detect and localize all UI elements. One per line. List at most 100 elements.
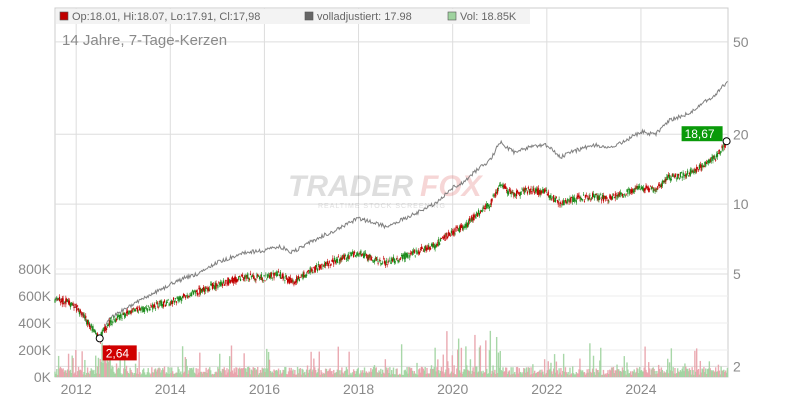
candle-body: [94, 329, 96, 332]
candle-body: [372, 261, 375, 263]
volume-bar: [557, 374, 559, 377]
watermark-tagline: REALTIME STOCK SCREENING: [318, 203, 446, 210]
candle-body: [454, 233, 456, 235]
volume-bar: [263, 368, 265, 377]
volume-bar: [363, 367, 366, 377]
candle-body: [562, 201, 564, 204]
volume-bar: [671, 371, 673, 377]
candle-body: [659, 185, 662, 188]
candle-body: [460, 224, 462, 228]
volume-bar: [640, 370, 643, 377]
candle-body: [123, 313, 125, 315]
volume-bar: [531, 374, 533, 377]
volume-bar: [507, 371, 510, 377]
volume-bar: [236, 367, 238, 377]
volume-bar: [473, 371, 475, 377]
candle-body: [487, 204, 490, 207]
candle-body: [535, 188, 538, 192]
volume-bar: [672, 367, 674, 377]
volume-bar: [101, 342, 103, 377]
candle-body: [105, 327, 107, 329]
volume-bar: [394, 374, 397, 377]
volume-bar: [578, 369, 580, 377]
volume-bar: [478, 347, 481, 377]
plot-frame: [54, 7, 729, 378]
candle-body: [233, 278, 235, 282]
candle-body: [677, 174, 679, 180]
volume-bar: [278, 374, 281, 377]
volume-bar: [404, 369, 406, 377]
candle-body: [332, 258, 334, 263]
candle-body: [638, 186, 640, 188]
candle-body: [287, 279, 290, 282]
volume-bar: [145, 374, 148, 377]
volume-bar: [567, 371, 569, 377]
volume-bar: [617, 369, 619, 377]
volume-bar: [185, 358, 187, 377]
volume-bar: [254, 368, 256, 377]
year-tick-label: 2024: [625, 381, 656, 397]
volume-bar: [628, 373, 630, 377]
volume-bar: [309, 368, 311, 377]
volume-bar: [186, 365, 188, 377]
candle-body: [639, 185, 641, 188]
volume-bar: [570, 374, 572, 377]
volume-bar: [313, 358, 315, 377]
candle-body: [654, 189, 656, 192]
volume-bar: [344, 370, 347, 377]
volume-bar: [75, 349, 77, 377]
volume-bar: [449, 373, 452, 377]
volume-bar: [405, 371, 407, 377]
year-tick-label: 2018: [343, 381, 374, 397]
candle-body: [371, 257, 373, 258]
volume-bar: [282, 369, 284, 377]
volume-bar: [447, 361, 449, 377]
volume-bar: [528, 367, 530, 377]
candle-body: [540, 191, 542, 195]
candle-body: [655, 188, 657, 190]
candle-body: [465, 223, 467, 227]
volume-bar: [184, 357, 187, 377]
candle-body: [300, 275, 302, 277]
candle-body: [199, 287, 201, 295]
volume-bar: [445, 369, 447, 377]
volume-bar: [276, 371, 279, 377]
high-marker: [722, 137, 731, 146]
candle-body: [402, 254, 405, 257]
candle-body: [84, 316, 86, 319]
volume-bar: [82, 374, 84, 377]
candle-body: [63, 303, 65, 305]
candle-body: [380, 263, 382, 265]
candle-body: [606, 197, 608, 199]
candle-body: [55, 299, 57, 301]
candle-body: [242, 279, 244, 280]
candle-body: [262, 279, 264, 281]
candle-body: [169, 304, 171, 305]
candle-body: [146, 308, 148, 312]
candle-body: [347, 253, 349, 259]
candle-body: [722, 146, 724, 152]
candle-body: [436, 243, 438, 246]
volume-bar: [377, 372, 379, 377]
volume-bar: [385, 367, 387, 377]
candle-body: [170, 301, 172, 305]
candle-body: [641, 186, 643, 190]
candle-body: [469, 220, 472, 222]
volume-bar: [165, 372, 168, 377]
candle-body: [107, 324, 109, 326]
volume-bar: [430, 365, 433, 377]
candle-body: [360, 250, 362, 256]
high-badge: [681, 126, 723, 142]
volume-bar: [624, 370, 626, 377]
candle-body: [204, 288, 206, 292]
candle-body: [468, 218, 471, 221]
candle-body: [400, 257, 402, 259]
volume-bar: [183, 371, 186, 377]
volume-bar: [354, 373, 357, 377]
volume-bar: [482, 370, 484, 377]
volume-bar: [92, 370, 94, 377]
candle-body: [243, 277, 245, 279]
candle-body: [322, 265, 324, 267]
low-marker: [95, 334, 104, 343]
